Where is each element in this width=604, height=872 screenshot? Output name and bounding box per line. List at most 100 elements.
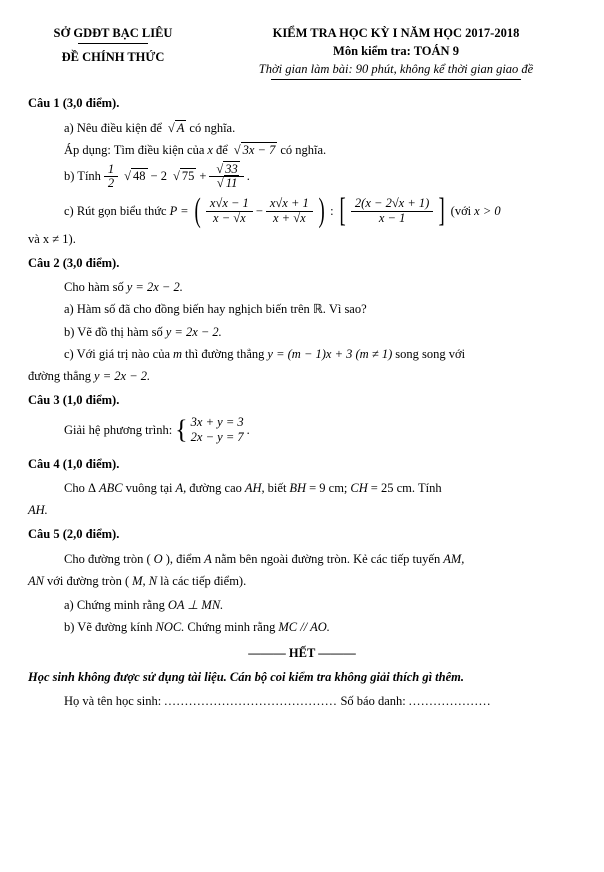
colon-div: : (330, 202, 333, 220)
q5-body: Cho đường tròn (O), điểm A nằm bên ngoài… (64, 550, 576, 568)
frac-33-11: 33 11 (209, 163, 243, 190)
sqrt-48: 48 (121, 167, 147, 185)
sqrt-75: 75 (170, 167, 196, 185)
q3a: Giải hệ phương trình: { 3x + y = 3 2x − … (64, 415, 576, 445)
period3: . (247, 421, 250, 439)
q1ap-text3: có nghĩa. (280, 141, 326, 159)
sqrt-3x7-inner: 3x − 7 (241, 142, 278, 157)
q2c-t4: đường thẳng (28, 367, 91, 385)
q5b-t2: Chứng minh rằng (187, 618, 275, 636)
q5-p4: với đường tròn ( (47, 572, 129, 590)
q5-AN: AN (28, 572, 44, 590)
period1: . (247, 167, 250, 185)
sys-eq1: 3x + y = 3 (191, 415, 244, 430)
q5-AM: AM, (443, 550, 464, 568)
q4-AH2: AH. (28, 501, 576, 519)
lbrack: [ (339, 196, 345, 226)
frac-p3n: 2(x − 2√x + 1) (351, 197, 433, 211)
sig-name-dots: ........................................… (164, 692, 337, 710)
q4-title: Câu 4 (1,0 điểm). (28, 455, 576, 473)
q5a-t: a) Chứng minh rằng (64, 596, 165, 614)
note: Học sinh không được sử dụng tài liệu. Cá… (28, 668, 576, 686)
q4-t4: biết (268, 479, 287, 497)
q5a: a) Chứng minh rằng OA ⊥ MN. (64, 596, 576, 614)
q3-title: Câu 3 (1,0 điểm). (28, 391, 576, 409)
q5a-expr: OA ⊥ MN. (168, 596, 223, 614)
frac-p2n: x√x + 1 (266, 197, 313, 211)
q5-MN: M, N (132, 572, 157, 590)
minus2: − (256, 202, 263, 220)
q4-eq1: = 9 cm; (309, 479, 347, 497)
q1c-P: P = (170, 202, 189, 220)
q2-title: Câu 2 (3,0 điểm). (28, 254, 576, 272)
frac-half-den: 2 (104, 177, 118, 190)
sqrt-75-inner: 75 (180, 168, 197, 183)
sqrt-3x7: 3x − 7 (231, 141, 278, 159)
q2c-fn2: y = 2x − 2. (94, 367, 150, 385)
sys-eq2: 2x − y = 7 (191, 430, 244, 445)
q1b-label: b) Tính (64, 167, 101, 185)
header-left: SỞ GDĐT BẠC LIÊU ĐỀ CHÍNH THỨC (28, 24, 198, 80)
frac-p2: x√x + 1 x + √x (266, 197, 313, 224)
q1c-end: (với (451, 202, 472, 220)
q4-abc: ABC (99, 479, 123, 497)
q4-BH: BH (289, 479, 306, 497)
system: 3x + y = 3 2x − y = 7 (191, 415, 244, 445)
q1c: c) Rút gọn biểu thức P = ( x√x − 1 x − √… (64, 196, 576, 226)
q4-t2: vuông tại (126, 479, 173, 497)
q5b-t: b) Vẽ đường kính (64, 618, 153, 636)
q5-p1: Cho đường tròn ( (64, 550, 151, 568)
frac-p3: 2(x − 2√x + 1) x − 1 (351, 197, 433, 224)
q4-t5: Tính (418, 479, 442, 497)
frac-half: 1 2 (104, 163, 118, 190)
minus1: − 2 (151, 167, 167, 185)
q1ap-x: x (207, 141, 213, 159)
rbrack: ] (439, 196, 445, 226)
exam-subject: Môn kiểm tra: TOÁN 9 (216, 42, 576, 60)
lparen1: ( (194, 196, 200, 226)
sqrt-48-inner: 48 (131, 168, 148, 183)
q2c-t3: song song với (395, 345, 465, 363)
rparen1: ) (318, 196, 324, 226)
q2b-fn: y = 2x − 2. (166, 323, 222, 341)
q2-intro: Cho hàm số y = 2x − 2. (64, 278, 576, 296)
q1c-xgt0: x > 0 (474, 202, 500, 220)
q1c-label: c) Rút gọn biểu thức (64, 202, 167, 220)
frac33d: 11 (209, 177, 243, 190)
org-underline (78, 43, 148, 44)
q2c: c) Với giá trị nào của m thì đường thẳng… (64, 345, 576, 363)
q5b-expr: MC // AO. (278, 618, 330, 636)
q1ap-text1: Áp dụng: Tìm điều kiện của (64, 141, 204, 159)
sqrt11-inner: 11 (224, 175, 240, 190)
q2c-fn: y = (m − 1)x + 3 (m ≠ 1) (267, 345, 392, 363)
frac-p1: x√x − 1 x − √x (206, 197, 253, 224)
q5-p5: là các tiếp điểm). (160, 572, 246, 590)
sqrt-A-inner: A (175, 120, 187, 135)
q5-A: A (204, 550, 212, 568)
q2c-cont: đường thẳng y = 2x − 2. (28, 367, 576, 385)
q2c-m: m (173, 345, 182, 363)
frac-p2d: x + √x (266, 212, 313, 225)
q4-CH: CH (350, 479, 367, 497)
q1c-cont: và x ≠ 1). (28, 230, 576, 248)
q5-p2: ), điểm (166, 550, 201, 568)
q1ap-text2: để (216, 141, 228, 159)
q1-title: Câu 1 (3,0 điểm). (28, 94, 576, 112)
het-marker: ——— HẾT ——— (28, 644, 576, 662)
q2b-text: b) Vẽ đồ thị hàm số (64, 323, 163, 341)
q5b-noc: NOC. (156, 618, 185, 636)
plus1: + (199, 167, 206, 185)
frac-p1d: x − √x (206, 212, 253, 225)
time-underline (271, 79, 521, 80)
sqrt-A: A (165, 119, 187, 137)
q1b: b) Tính 1 2 48 − 2 75 + 33 11 . (64, 163, 576, 190)
q2-fn: y = 2x − 2. (127, 278, 183, 296)
exam-title: KIỂM TRA HỌC KỲ I NĂM HỌC 2017-2018 (216, 24, 576, 42)
q5-title: Câu 5 (2,0 điểm). (28, 525, 576, 543)
exam-type: ĐỀ CHÍNH THỨC (28, 48, 198, 66)
q4-eq2: = 25 cm. (371, 479, 415, 497)
sig-name-label: Họ và tên học sinh: (64, 692, 161, 710)
sig-id-dots: .................... (409, 692, 492, 710)
q3a-text: Giải hệ phương trình: (64, 421, 172, 439)
sqrt33-inner: 33 (223, 161, 240, 176)
